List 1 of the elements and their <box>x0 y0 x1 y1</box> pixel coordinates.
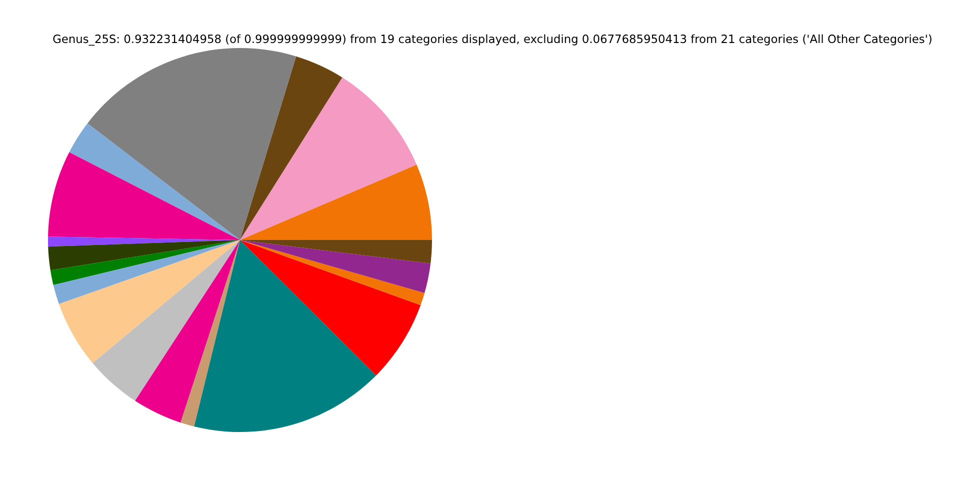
text: Genus_25S: 0.932231404958 (of 0.999999999999) from 19 categories displayed, excluding 0.0677685950413 from 21 categories ('All Other Categories') <box>53 34 932 46</box>
